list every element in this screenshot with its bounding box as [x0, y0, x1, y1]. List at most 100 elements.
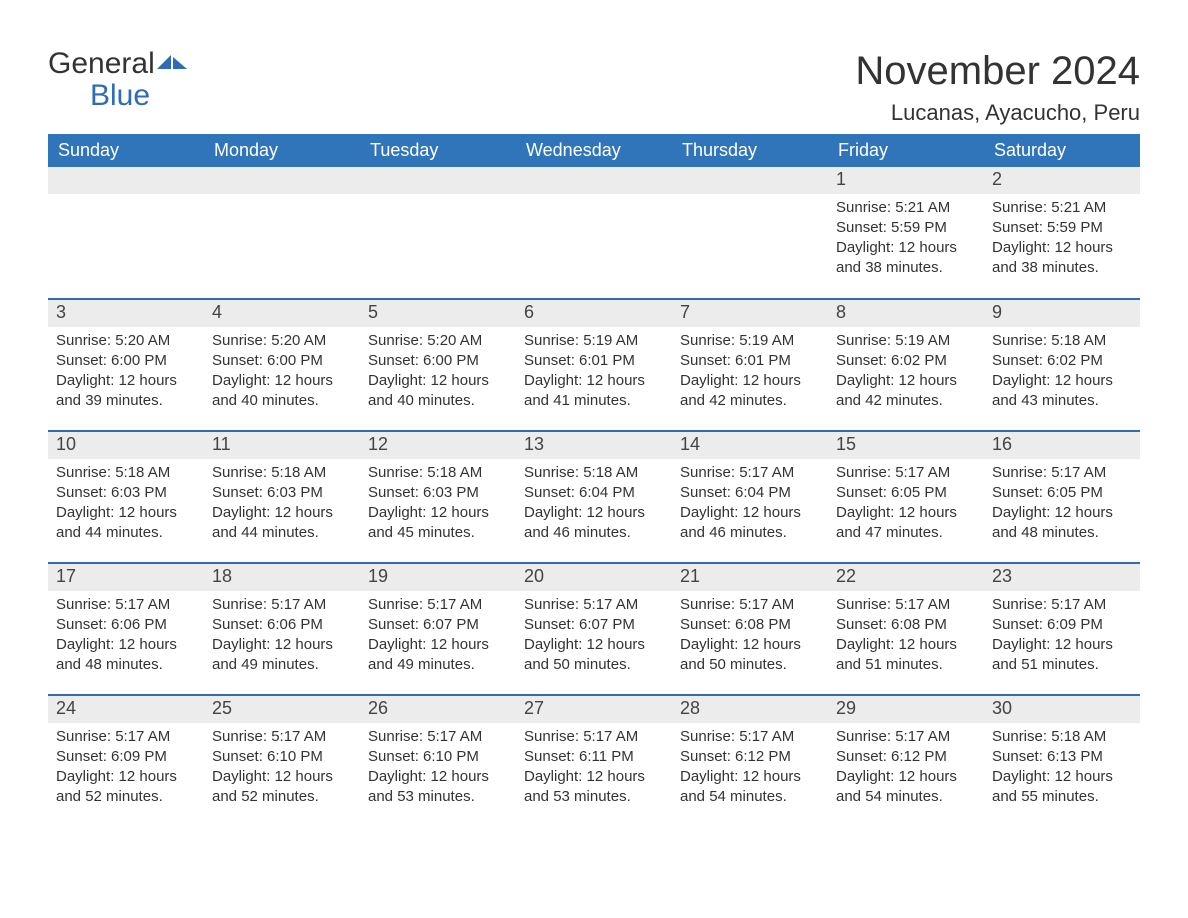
day-body [360, 194, 516, 200]
day-number [48, 167, 204, 194]
sunset-line: Sunset: 6:10 PM [368, 747, 508, 767]
calendar-day-cell [672, 167, 828, 299]
sunset-line: Sunset: 5:59 PM [992, 218, 1132, 238]
sunrise-line: Sunrise: 5:17 AM [368, 727, 508, 747]
sunrise-line: Sunrise: 5:17 AM [524, 595, 664, 615]
weekday-header-row: SundayMondayTuesdayWednesdayThursdayFrid… [48, 134, 1140, 167]
day-body: Sunrise: 5:18 AMSunset: 6:03 PMDaylight:… [204, 459, 360, 546]
day-number: 10 [48, 432, 204, 459]
sunset-line: Sunset: 6:04 PM [680, 483, 820, 503]
daylight-line: Daylight: 12 hours and 40 minutes. [368, 371, 508, 412]
daylight-line: Daylight: 12 hours and 50 minutes. [680, 635, 820, 676]
calendar-day-cell: 14Sunrise: 5:17 AMSunset: 6:04 PMDayligh… [672, 431, 828, 563]
sunrise-line: Sunrise: 5:17 AM [836, 727, 976, 747]
daylight-line: Daylight: 12 hours and 46 minutes. [680, 503, 820, 544]
sunrise-line: Sunrise: 5:21 AM [992, 198, 1132, 218]
day-number: 12 [360, 432, 516, 459]
day-body: Sunrise: 5:18 AMSunset: 6:03 PMDaylight:… [48, 459, 204, 546]
sunset-line: Sunset: 6:13 PM [992, 747, 1132, 767]
sunset-line: Sunset: 6:00 PM [368, 351, 508, 371]
day-body: Sunrise: 5:17 AMSunset: 6:11 PMDaylight:… [516, 723, 672, 810]
sunset-line: Sunset: 6:08 PM [836, 615, 976, 635]
daylight-line: Daylight: 12 hours and 51 minutes. [992, 635, 1132, 676]
day-body [48, 194, 204, 200]
day-number: 15 [828, 432, 984, 459]
day-number: 24 [48, 696, 204, 723]
day-number: 14 [672, 432, 828, 459]
sunset-line: Sunset: 6:11 PM [524, 747, 664, 767]
day-number: 8 [828, 300, 984, 327]
day-body: Sunrise: 5:20 AMSunset: 6:00 PMDaylight:… [360, 327, 516, 414]
weekday-header: Tuesday [360, 134, 516, 167]
day-body: Sunrise: 5:18 AMSunset: 6:02 PMDaylight:… [984, 327, 1140, 414]
header: General Blue November 2024 Lucanas, Ayac… [48, 48, 1140, 126]
calendar-day-cell: 23Sunrise: 5:17 AMSunset: 6:09 PMDayligh… [984, 563, 1140, 695]
day-number: 29 [828, 696, 984, 723]
calendar-day-cell: 6Sunrise: 5:19 AMSunset: 6:01 PMDaylight… [516, 299, 672, 431]
sunset-line: Sunset: 6:06 PM [212, 615, 352, 635]
calendar-day-cell: 11Sunrise: 5:18 AMSunset: 6:03 PMDayligh… [204, 431, 360, 563]
calendar-day-cell: 5Sunrise: 5:20 AMSunset: 6:00 PMDaylight… [360, 299, 516, 431]
weekday-header: Wednesday [516, 134, 672, 167]
sunset-line: Sunset: 5:59 PM [836, 218, 976, 238]
sunrise-line: Sunrise: 5:17 AM [680, 463, 820, 483]
day-body: Sunrise: 5:18 AMSunset: 6:03 PMDaylight:… [360, 459, 516, 546]
page: General Blue November 2024 Lucanas, Ayac… [0, 0, 1188, 847]
sunrise-line: Sunrise: 5:17 AM [212, 595, 352, 615]
sunrise-line: Sunrise: 5:17 AM [524, 727, 664, 747]
day-number: 19 [360, 564, 516, 591]
calendar-day-cell: 10Sunrise: 5:18 AMSunset: 6:03 PMDayligh… [48, 431, 204, 563]
sunrise-line: Sunrise: 5:17 AM [992, 463, 1132, 483]
sunset-line: Sunset: 6:05 PM [992, 483, 1132, 503]
day-body: Sunrise: 5:17 AMSunset: 6:08 PMDaylight:… [672, 591, 828, 678]
sunset-line: Sunset: 6:10 PM [212, 747, 352, 767]
brand-part1: General [48, 47, 155, 80]
calendar-week-row: 1Sunrise: 5:21 AMSunset: 5:59 PMDaylight… [48, 167, 1140, 299]
day-number: 21 [672, 564, 828, 591]
calendar-day-cell: 22Sunrise: 5:17 AMSunset: 6:08 PMDayligh… [828, 563, 984, 695]
sunrise-line: Sunrise: 5:18 AM [56, 463, 196, 483]
sunset-line: Sunset: 6:05 PM [836, 483, 976, 503]
day-number [672, 167, 828, 194]
daylight-line: Daylight: 12 hours and 52 minutes. [56, 767, 196, 808]
sunrise-line: Sunrise: 5:18 AM [524, 463, 664, 483]
sunrise-line: Sunrise: 5:20 AM [212, 331, 352, 351]
calendar-body: 1Sunrise: 5:21 AMSunset: 5:59 PMDaylight… [48, 167, 1140, 827]
day-number: 23 [984, 564, 1140, 591]
day-number: 6 [516, 300, 672, 327]
sunset-line: Sunset: 6:08 PM [680, 615, 820, 635]
day-body: Sunrise: 5:19 AMSunset: 6:02 PMDaylight:… [828, 327, 984, 414]
sunset-line: Sunset: 6:02 PM [992, 351, 1132, 371]
calendar-day-cell [360, 167, 516, 299]
day-body [204, 194, 360, 200]
sunrise-line: Sunrise: 5:17 AM [992, 595, 1132, 615]
day-body: Sunrise: 5:20 AMSunset: 6:00 PMDaylight:… [48, 327, 204, 414]
day-body: Sunrise: 5:17 AMSunset: 6:12 PMDaylight:… [672, 723, 828, 810]
daylight-line: Daylight: 12 hours and 38 minutes. [992, 238, 1132, 279]
weekday-header: Sunday [48, 134, 204, 167]
daylight-line: Daylight: 12 hours and 44 minutes. [212, 503, 352, 544]
calendar-day-cell: 3Sunrise: 5:20 AMSunset: 6:00 PMDaylight… [48, 299, 204, 431]
sunrise-line: Sunrise: 5:17 AM [56, 595, 196, 615]
day-body: Sunrise: 5:21 AMSunset: 5:59 PMDaylight:… [828, 194, 984, 281]
day-body: Sunrise: 5:17 AMSunset: 6:07 PMDaylight:… [516, 591, 672, 678]
daylight-line: Daylight: 12 hours and 42 minutes. [680, 371, 820, 412]
sunrise-line: Sunrise: 5:17 AM [680, 595, 820, 615]
daylight-line: Daylight: 12 hours and 49 minutes. [368, 635, 508, 676]
day-body: Sunrise: 5:19 AMSunset: 6:01 PMDaylight:… [672, 327, 828, 414]
sunset-line: Sunset: 6:02 PM [836, 351, 976, 371]
daylight-line: Daylight: 12 hours and 47 minutes. [836, 503, 976, 544]
weekday-header: Saturday [984, 134, 1140, 167]
calendar-day-cell: 21Sunrise: 5:17 AMSunset: 6:08 PMDayligh… [672, 563, 828, 695]
day-body: Sunrise: 5:18 AMSunset: 6:04 PMDaylight:… [516, 459, 672, 546]
daylight-line: Daylight: 12 hours and 52 minutes. [212, 767, 352, 808]
calendar-day-cell [48, 167, 204, 299]
day-number: 1 [828, 167, 984, 194]
sunset-line: Sunset: 6:01 PM [524, 351, 664, 371]
sunrise-line: Sunrise: 5:21 AM [836, 198, 976, 218]
daylight-line: Daylight: 12 hours and 50 minutes. [524, 635, 664, 676]
sunset-line: Sunset: 6:03 PM [368, 483, 508, 503]
day-number: 27 [516, 696, 672, 723]
day-body: Sunrise: 5:17 AMSunset: 6:04 PMDaylight:… [672, 459, 828, 546]
day-body [516, 194, 672, 200]
